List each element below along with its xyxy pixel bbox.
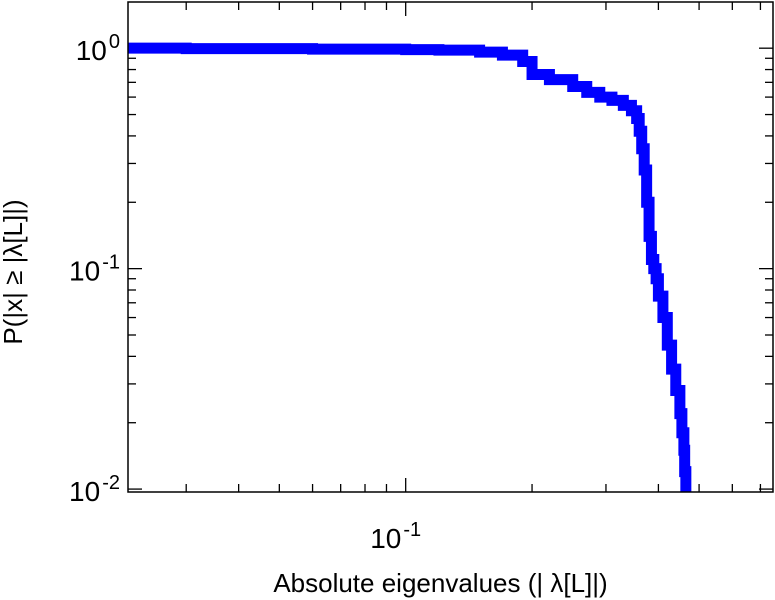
y-tick-exponent: 0 bbox=[109, 31, 120, 53]
series-layer bbox=[127, 42, 692, 493]
x-axis-label: Absolute eigenvalues (| λ[L]|) bbox=[273, 568, 607, 598]
y-tick-exponent: -1 bbox=[102, 252, 120, 274]
y-tick-exponent: -2 bbox=[102, 472, 120, 494]
axis-ticks bbox=[128, 2, 773, 492]
plot-frame bbox=[127, 1, 774, 493]
x-tick-exponent: -1 bbox=[403, 519, 421, 541]
y-axis-label: P(|x| ≥ |λ[L]|) bbox=[0, 199, 28, 344]
